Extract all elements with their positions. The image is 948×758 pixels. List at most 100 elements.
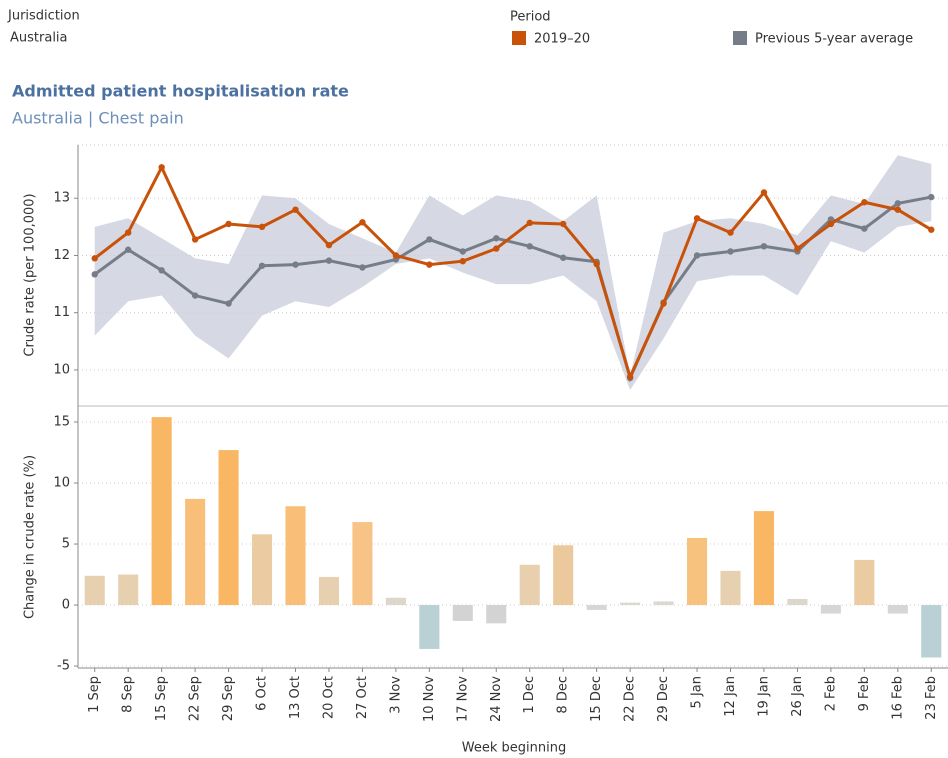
series-line [93, 163, 933, 382]
y-tick-label: 10 [53, 476, 70, 491]
bar [151, 417, 172, 606]
x-tick-label: 2 Feb [823, 676, 838, 711]
x-tick-label: 5 Jan [690, 676, 705, 708]
x-tick-label: 22 Sep [188, 676, 203, 721]
bar [318, 576, 339, 606]
legend-swatch [512, 31, 526, 45]
point [660, 300, 667, 307]
x-tick-label: 27 Oct [355, 676, 370, 719]
x-tick-label: 17 Nov [455, 676, 470, 722]
bar [921, 605, 942, 658]
point [392, 252, 400, 259]
bar [419, 605, 440, 649]
point [593, 260, 600, 268]
x-tick-label: 29 Dec [656, 676, 671, 722]
point [827, 220, 835, 228]
y-tick-label: 12 [53, 248, 70, 263]
point [91, 255, 98, 262]
bar [620, 602, 641, 606]
point [559, 220, 567, 228]
point [124, 229, 132, 236]
point [760, 243, 768, 250]
point [426, 236, 433, 243]
bar [218, 450, 239, 606]
x-tick-label: 13 Oct [288, 676, 303, 719]
x-tick-label: 10 Nov [422, 676, 437, 722]
y-axis-title: Crude rate (per 100,000) [23, 193, 38, 356]
point [292, 261, 299, 268]
range-band [94, 155, 932, 390]
point [191, 292, 199, 299]
x-tick-label: 19 Jan [756, 676, 771, 717]
point [225, 220, 232, 228]
x-tick-label: 1 Dec [522, 676, 537, 714]
point [693, 215, 701, 222]
point [124, 246, 132, 253]
bar [519, 564, 540, 606]
x-tick-label: 8 Dec [556, 676, 571, 714]
point [894, 200, 902, 207]
point [459, 257, 467, 265]
series-line [93, 195, 932, 383]
bar [586, 605, 607, 610]
point [191, 236, 199, 243]
point [727, 229, 734, 236]
point [325, 257, 333, 264]
point [693, 252, 701, 259]
point [493, 235, 500, 242]
bar [753, 511, 774, 606]
point [292, 206, 299, 213]
bar [452, 605, 473, 621]
point [493, 245, 500, 252]
bar [854, 559, 875, 606]
point [794, 245, 801, 252]
point [827, 216, 835, 223]
legend-label: Previous 5-year average [755, 32, 913, 47]
y-tick-label: 10 [53, 362, 70, 377]
y-tick-label: 13 [53, 191, 70, 206]
point [225, 300, 232, 307]
point [894, 206, 902, 213]
bar [553, 545, 574, 606]
bar [687, 537, 708, 606]
legend-label: 2019–20 [534, 32, 590, 47]
x-tick-label: 15 Sep [154, 676, 169, 721]
point [258, 262, 266, 269]
x-tick-label: 3 Nov [388, 676, 403, 714]
point [158, 267, 165, 274]
bar [653, 601, 674, 606]
y-tick-label: 0 [62, 598, 70, 613]
chart-subtitle: Australia | Chest pain [12, 109, 184, 128]
point [426, 261, 433, 268]
point [861, 225, 868, 232]
bar [486, 605, 507, 624]
point [928, 193, 935, 201]
point [91, 271, 98, 278]
y-tick-label: 11 [53, 305, 70, 320]
point [158, 164, 165, 171]
point [626, 373, 634, 381]
y-tick-label: -5 [57, 659, 70, 674]
y-tick-label: 5 [62, 537, 70, 552]
filter-value[interactable]: Australia [10, 31, 68, 46]
point [727, 248, 734, 255]
x-tick-label: 23 Feb [924, 676, 939, 720]
point [526, 243, 533, 250]
bar [820, 605, 841, 614]
x-tick-label: 20 Oct [321, 676, 336, 719]
legend-title: Period [510, 10, 551, 25]
point [258, 223, 266, 231]
point [928, 226, 935, 233]
point [359, 219, 366, 226]
x-tick-label: 15 Dec [589, 676, 604, 722]
x-tick-label: 24 Nov [489, 676, 504, 722]
x-tick-label: 9 Feb [857, 676, 872, 711]
x-tick-label: 29 Sep [221, 676, 236, 721]
legend-swatch [733, 31, 747, 45]
point [359, 264, 366, 271]
bar [285, 506, 306, 606]
bar [887, 605, 908, 614]
x-tick-label: 1 Sep [87, 676, 102, 713]
bar [252, 534, 273, 606]
